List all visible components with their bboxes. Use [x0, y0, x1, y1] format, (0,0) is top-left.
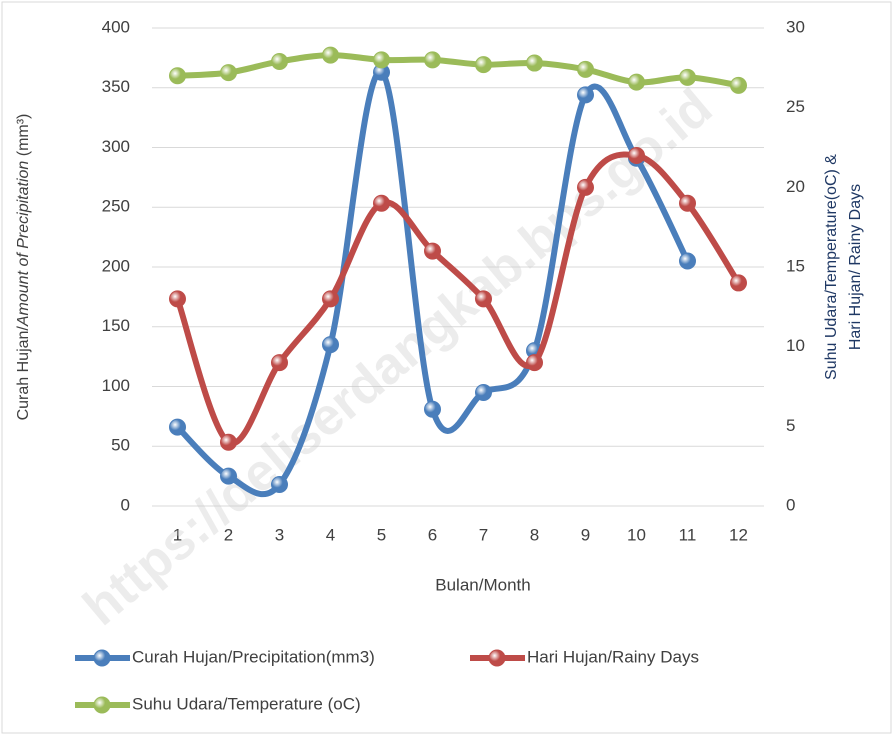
x-axis-label: Bulan/Month — [435, 575, 530, 594]
data-point — [220, 467, 237, 485]
y-tick-label: 0 — [121, 495, 130, 514]
data-point — [220, 433, 237, 451]
data-point — [577, 178, 594, 196]
data-point — [628, 146, 645, 164]
x-tick-label: 7 — [479, 525, 488, 544]
y2-tick-label: 15 — [786, 256, 805, 275]
data-point — [424, 242, 441, 260]
data-point — [475, 290, 492, 308]
data-point — [271, 475, 288, 493]
x-tick-label: 11 — [679, 525, 697, 544]
y-axis-label-part: Amount of Precipitation — [15, 161, 32, 328]
y2-axis-label: Suhu Udara/Temperature(oC) & — [823, 154, 840, 380]
x-tick-label: 12 — [729, 525, 748, 544]
legend-label: Hari Hujan/Rainy Days — [527, 647, 699, 666]
y-tick-label: 400 — [102, 17, 130, 36]
data-point — [526, 354, 543, 372]
data-point — [373, 194, 390, 212]
data-point — [169, 67, 186, 85]
y-tick-label: 50 — [111, 436, 130, 455]
legend-label: Suhu Udara/Temperature (oC) — [132, 694, 361, 713]
data-point — [730, 274, 747, 292]
y2-tick-label: 5 — [786, 416, 795, 435]
data-point — [475, 56, 492, 74]
data-point — [526, 54, 543, 72]
data-point — [169, 290, 186, 308]
data-point — [322, 290, 339, 308]
y-axis-label-part: Curah Hujan/ — [15, 326, 32, 421]
y-tick-label: 150 — [102, 316, 130, 335]
y2-tick-label: 0 — [786, 495, 795, 514]
x-tick-label: 4 — [326, 525, 335, 544]
data-point — [373, 51, 390, 69]
data-point — [322, 336, 339, 354]
data-point — [271, 52, 288, 70]
legend-marker — [93, 649, 111, 667]
y-tick-label: 100 — [102, 376, 130, 395]
x-tick-label: 9 — [581, 525, 590, 544]
y-axis-label-part: (mm³) — [15, 114, 32, 161]
legend-marker — [93, 696, 111, 714]
y2-tick-label: 20 — [786, 177, 805, 196]
x-tick-label: 5 — [377, 525, 386, 544]
legend-label: Curah Hujan/Precipitation(mm3) — [132, 647, 375, 666]
x-tick-label: 8 — [530, 525, 539, 544]
y2-tick-label: 10 — [786, 336, 805, 355]
data-point — [220, 64, 237, 82]
data-point — [475, 383, 492, 401]
y2-tick-label: 25 — [786, 97, 805, 116]
y-tick-label: 350 — [102, 77, 130, 96]
x-tick-label: 2 — [224, 525, 233, 544]
y-axis-label: Curah Hujan/Amount of Precipitation (mm³… — [15, 114, 32, 421]
data-point — [628, 73, 645, 91]
x-tick-label: 10 — [627, 525, 646, 544]
data-point — [679, 194, 696, 212]
data-point — [679, 68, 696, 86]
data-point — [322, 46, 339, 64]
legend-marker — [488, 649, 506, 667]
data-point — [679, 252, 696, 270]
y-tick-label: 300 — [102, 137, 130, 156]
y2-axis-label: Hari Hujan/ Rainy Days — [847, 184, 864, 350]
data-point — [271, 354, 288, 372]
data-point — [577, 86, 594, 104]
data-point — [424, 51, 441, 69]
x-tick-label: 1 — [173, 525, 182, 544]
y2-tick-label: 30 — [786, 17, 805, 36]
x-tick-label: 6 — [428, 525, 437, 544]
y-tick-label: 200 — [102, 256, 130, 275]
x-tick-label: 3 — [275, 525, 284, 544]
data-point — [169, 418, 186, 436]
y-tick-label: 250 — [102, 197, 130, 216]
data-point — [577, 60, 594, 78]
data-point — [730, 76, 747, 94]
data-point — [424, 400, 441, 418]
